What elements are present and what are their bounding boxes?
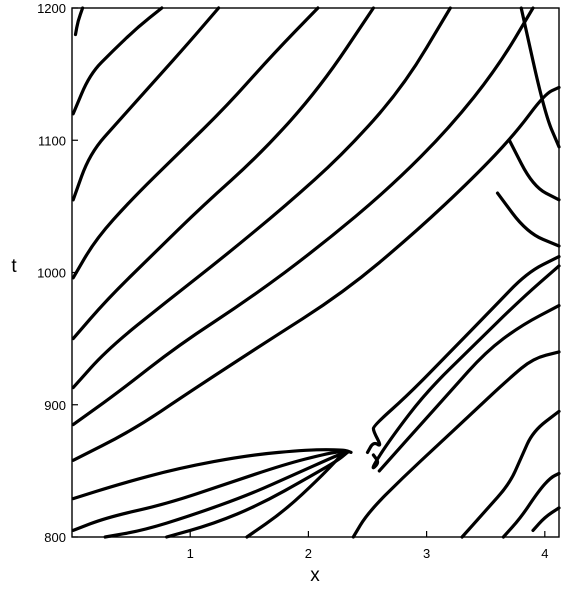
contour-line-3 xyxy=(71,6,221,202)
contour-line-23 xyxy=(531,506,561,532)
contour-line-8 xyxy=(71,85,561,462)
x-axis-ticks: 1 2 3 4 xyxy=(187,531,548,561)
y-tick-label: 1100 xyxy=(38,133,66,148)
contour-line-17 xyxy=(351,350,561,539)
contour-line-19 xyxy=(501,471,561,539)
contour-line-1 xyxy=(73,6,85,37)
y-tick-label: 800 xyxy=(44,530,66,545)
contour-line-15 xyxy=(371,264,561,470)
contour-lines xyxy=(71,6,561,539)
x-tick-label: 2 xyxy=(305,546,312,561)
x-tick-label: 4 xyxy=(541,546,548,561)
y-axis-label: t xyxy=(11,256,17,277)
contour-line-13 xyxy=(245,453,344,539)
contour-line-14 xyxy=(365,255,561,454)
contour-line-7 xyxy=(71,6,535,427)
contour-line-21 xyxy=(507,138,561,202)
contour-line-6 xyxy=(71,6,452,390)
contour-line-9 xyxy=(71,448,353,501)
contour-line-20 xyxy=(519,6,561,149)
x-tick-label: 1 xyxy=(187,546,194,561)
contour-line-2 xyxy=(71,6,164,116)
y-tick-label: 900 xyxy=(44,398,66,413)
y-tick-label: 1000 xyxy=(37,266,66,281)
x-axis-label: x xyxy=(310,565,320,586)
contour-line-4 xyxy=(71,6,320,280)
contour-line-10 xyxy=(71,449,349,532)
contour-line-18 xyxy=(460,409,561,539)
contour-line-5 xyxy=(71,6,375,341)
contour-line-22 xyxy=(495,191,561,248)
y-axis-ticks: 800 900 1000 1100 1200 xyxy=(37,1,78,545)
y-tick-label: 1200 xyxy=(37,1,66,16)
contour-line-16 xyxy=(377,304,561,473)
x-tick-label: 3 xyxy=(423,546,430,561)
contour-line-11 xyxy=(103,450,347,539)
